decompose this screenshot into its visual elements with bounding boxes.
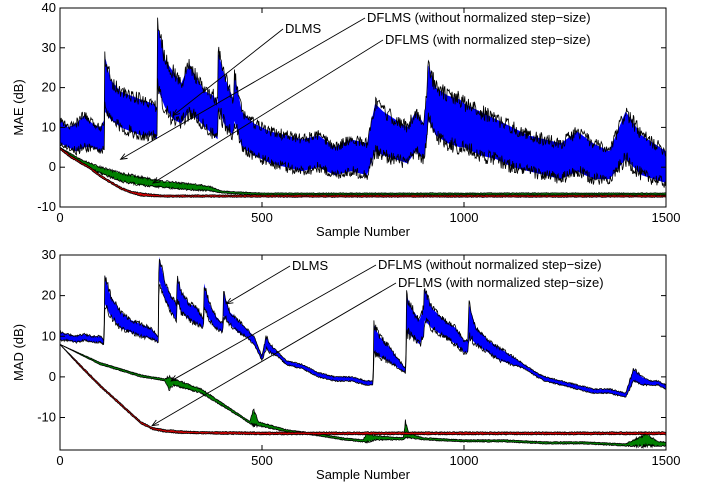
plot-area [60,17,666,199]
annotation-label: DLMS [292,258,328,273]
x-tick-label: 0 [56,453,63,468]
series-band-0 [60,256,666,398]
series-upper-line-2 [60,344,666,434]
series-upper-line-1 [60,146,666,194]
series-lower-line-0 [60,284,666,398]
annotation-arrowhead [151,419,160,427]
y-tick-label: 30 [42,40,56,55]
annotation-arrow [120,17,366,160]
series-band-0 [60,24,666,184]
annotation-label: DFLMS (with normalized step−size) [385,32,591,47]
annotation-arrowhead [119,153,128,160]
y-tick-label: 20 [42,80,56,95]
annotation-arrow [152,39,384,184]
annotation-arrowhead [225,297,234,305]
y-tick-label: 40 [42,0,56,15]
annotation-arrow [226,265,291,305]
series-lower-line-2 [60,148,666,199]
plot-area [60,256,666,450]
y-tick-label: 20 [42,288,56,303]
annotation-arrow [151,282,397,427]
y-tick-label: 0 [49,159,56,174]
annotation-arrow [170,264,377,382]
annotation-arrow [172,28,284,116]
annotation-label: DFLMS (without normalized step−size) [378,257,602,272]
y-tick-label: 30 [42,247,56,262]
annotation-arrowhead [172,109,180,117]
y-axis-label: MAD (dB) [11,324,26,381]
y-tick-label: -10 [37,410,56,425]
series-upper-line-0 [60,258,666,394]
series-lower-line-0 [60,78,666,188]
mad-chart-panel: 0 500 1000 1500 -10 0 10 20 30 Sample Number MAD (… [11,247,680,482]
axes-frame [59,7,667,208]
x-tick-label: 500 [251,210,273,225]
x-tick-label: 1000 [450,453,479,468]
annotation-label: DFLMS (with normalized step−size) [398,275,604,290]
series-upper-line-0 [60,17,666,157]
y-tick-label: -10 [37,199,56,214]
series-lower-line-2 [60,344,666,436]
series-band-1 [60,344,666,446]
x-tick-label: 500 [251,453,273,468]
y-tick-label: 10 [42,119,56,134]
x-axis-label: Sample Number [316,224,411,239]
x-axis-label: Sample Number [316,467,411,482]
x-tick-label: 1500 [652,210,681,225]
x-tick-label: 1000 [450,210,479,225]
axes-frame [59,254,667,451]
x-tick-label: 1500 [652,453,681,468]
annotation-label: DFLMS (without normalized step−size) [367,10,591,25]
annotation-arrowhead [151,177,160,184]
y-tick-label: 0 [49,369,56,384]
y-tick-label: 10 [42,328,56,343]
annotation-label: DLMS [285,21,321,36]
x-tick-label: 0 [56,210,63,225]
series-upper-line-1 [60,344,666,445]
y-axis-label: MAE (dB) [11,79,26,135]
annotation-arrowhead [170,375,179,382]
series-upper-line-2 [60,147,666,196]
series-lower-line-1 [60,344,666,450]
